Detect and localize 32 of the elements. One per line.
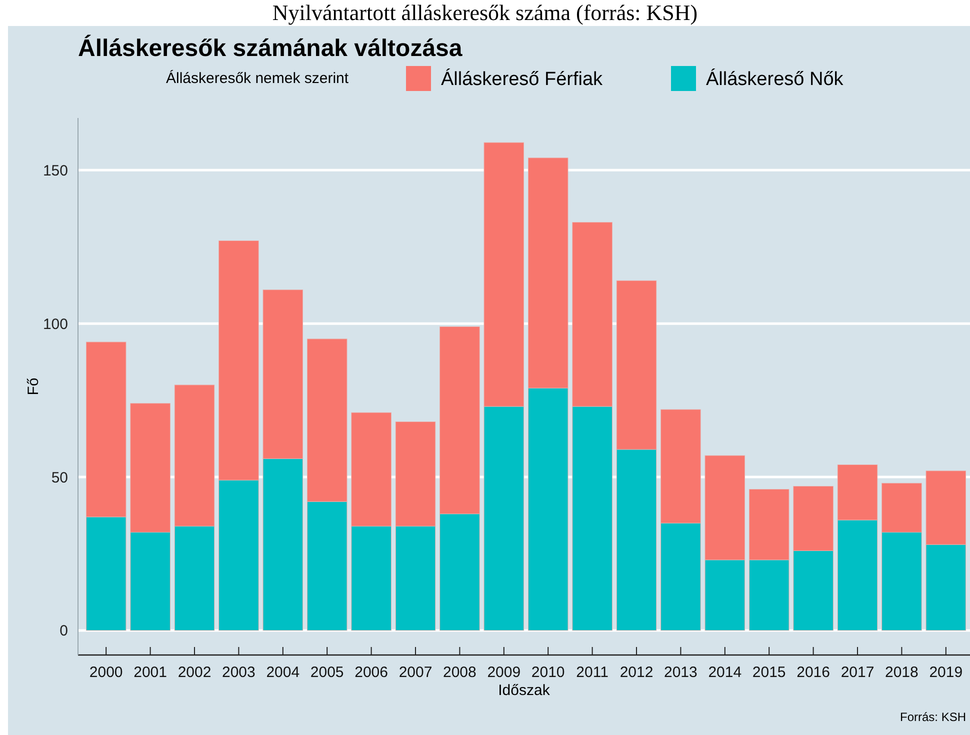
y-tick-label: 0 bbox=[60, 622, 68, 640]
x-tick-label: 2016 bbox=[796, 664, 830, 681]
x-tick-label: 2005 bbox=[310, 664, 344, 681]
y-tick-label: 50 bbox=[51, 469, 68, 486]
legend-title: Álláskeresők nemek szerint bbox=[166, 69, 350, 87]
text: Forrás: KSH bbox=[900, 710, 966, 724]
x-tick-label: 2003 bbox=[222, 664, 256, 681]
x-tick-label: 2019 bbox=[929, 664, 963, 681]
x-axis-title: Időszak bbox=[498, 682, 550, 699]
legend-label: Álláskereső Nők bbox=[706, 68, 844, 90]
x-tick-label: 2008 bbox=[443, 664, 476, 681]
x-tick-label: 2009 bbox=[487, 664, 521, 681]
x-tick-label: 2013 bbox=[664, 664, 698, 681]
y-axis-title: Fő bbox=[25, 378, 42, 396]
text: Nyilvántartott álláskeresők száma (forrás: KSH) bbox=[272, 0, 698, 25]
x-tick-label: 2000 bbox=[89, 664, 123, 681]
x-tick-label: 2018 bbox=[885, 664, 918, 681]
legend-label: Álláskereső Férfiak bbox=[441, 68, 604, 90]
x-tick-label: 2011 bbox=[576, 664, 608, 681]
x-tick-label: 2006 bbox=[354, 664, 388, 681]
x-tick-label: 2017 bbox=[840, 664, 874, 681]
y-tick-label: 150 bbox=[42, 162, 68, 180]
x-tick-label: 2014 bbox=[708, 664, 742, 681]
x-tick-label: 2015 bbox=[752, 664, 786, 681]
x-tick-label: 2004 bbox=[266, 664, 300, 681]
x-tick-label: 2001 bbox=[134, 664, 167, 681]
y-tick-label: 100 bbox=[42, 316, 68, 333]
x-tick-label: 2007 bbox=[398, 664, 432, 681]
x-tick-label: 2012 bbox=[620, 664, 654, 681]
x-tick-label: 2010 bbox=[531, 664, 565, 681]
chart-title: Álláskeresők számának változása bbox=[78, 34, 463, 62]
x-tick-label: 2002 bbox=[178, 664, 212, 681]
